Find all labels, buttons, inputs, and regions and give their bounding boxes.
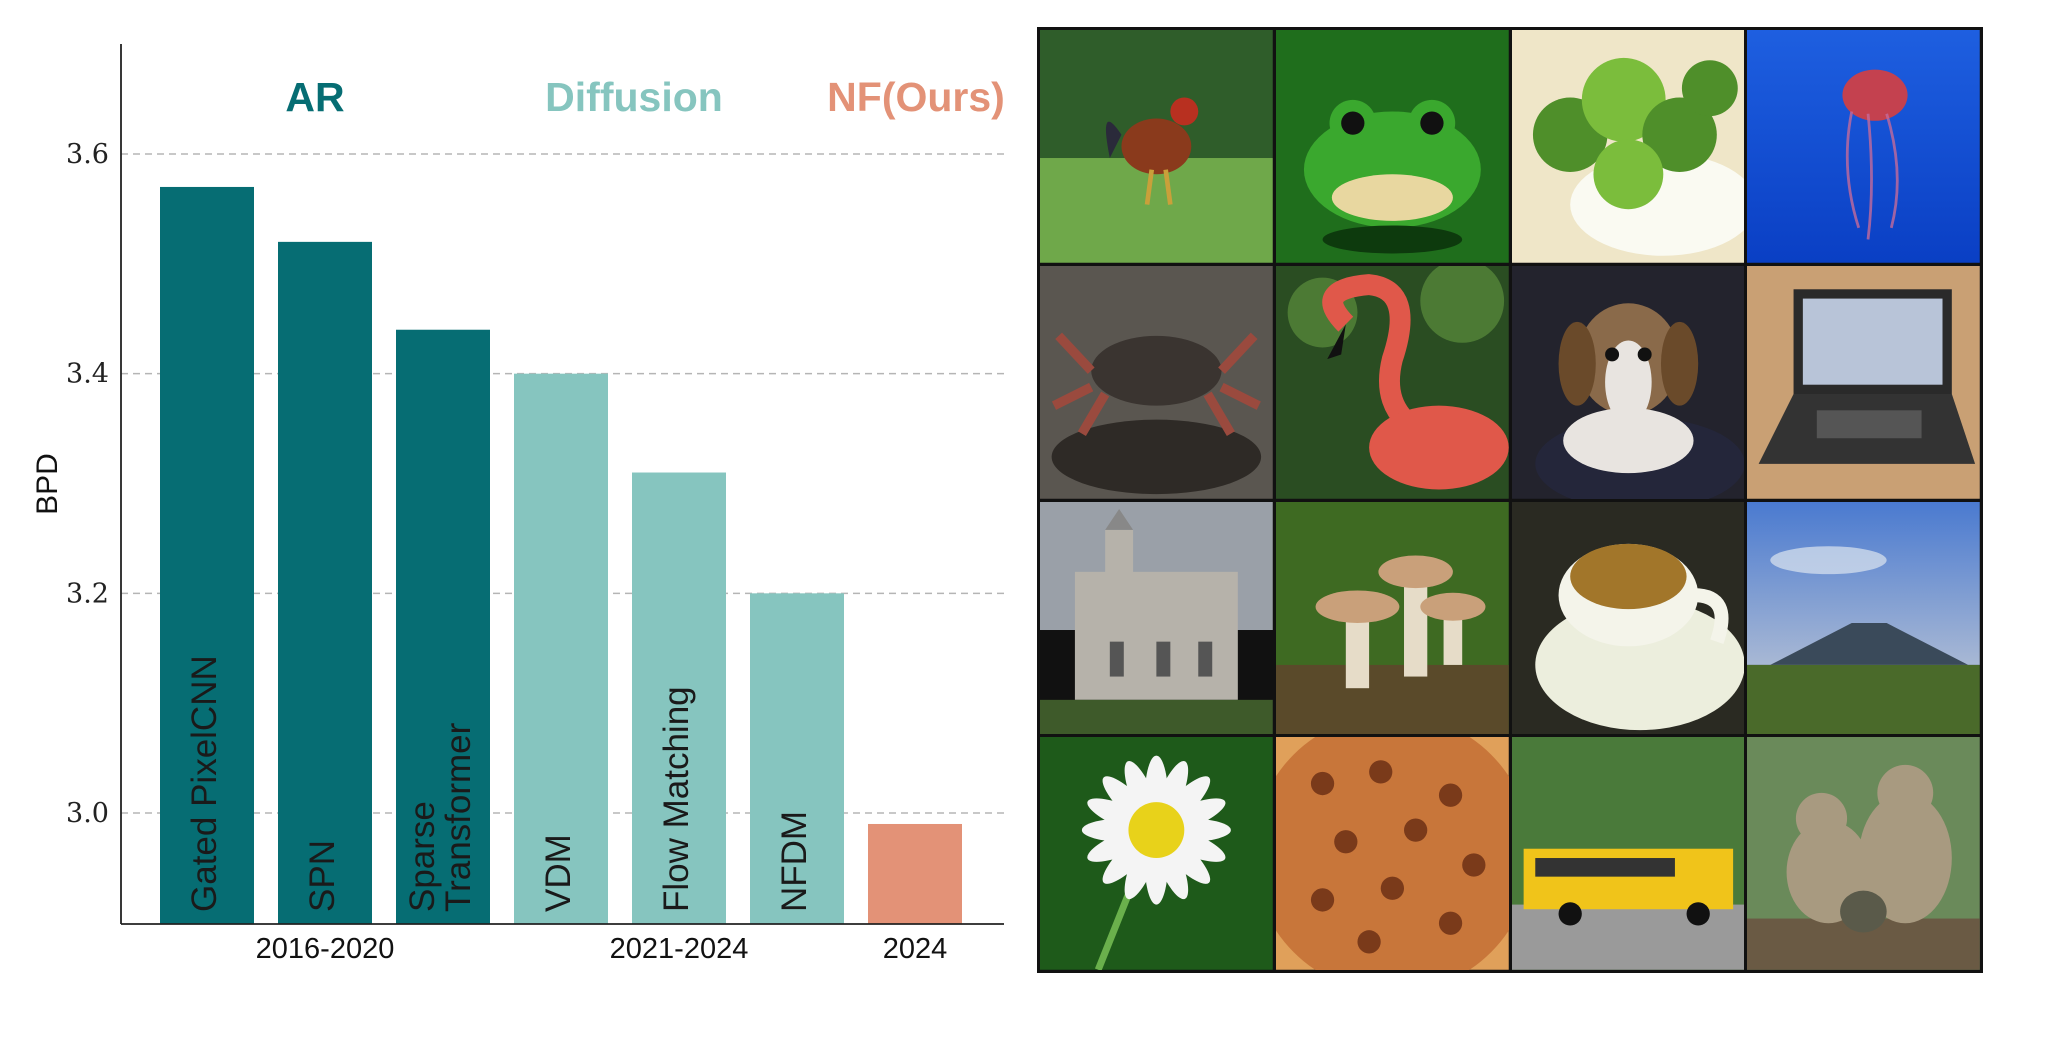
bar-label: Transformer (439, 722, 478, 912)
bar (514, 373, 608, 925)
bars (160, 186, 962, 925)
bar-label: SPN (303, 840, 342, 912)
sample-frog-image (1275, 30, 1509, 263)
bar (868, 823, 962, 924)
group-heading: NF(Ours) (827, 74, 1005, 120)
bar (160, 186, 254, 924)
group-heading: AR (285, 74, 344, 120)
bar-label: VDM (539, 834, 578, 912)
group-heading: Diffusion (545, 74, 723, 120)
bar-label: NFDM (775, 811, 814, 912)
grid-lines (121, 153, 1004, 814)
x-group-label: 2016-2020 (256, 933, 395, 965)
y-axis-title: BPD (31, 453, 64, 515)
sample-coffee-image (1511, 501, 1745, 735)
sample-cathedral-image (1040, 501, 1273, 735)
sample-pizza-image (1275, 737, 1509, 970)
y-tick-label: 3.0 (66, 798, 109, 829)
bar (278, 241, 372, 924)
sample-baboons-image (1747, 737, 1980, 970)
bar (396, 329, 490, 924)
x-group-label: 2024 (883, 933, 948, 965)
sample-rooster-image (1040, 30, 1273, 263)
sample-crab-image (1040, 265, 1273, 499)
sample-volcano-image (1747, 501, 1980, 735)
sample-mushrooms-image (1275, 501, 1509, 735)
sample-laptop-image (1747, 265, 1980, 499)
bar (632, 472, 726, 924)
x-group-label: 2021-2024 (610, 933, 749, 965)
sample-daisy-image (1040, 737, 1273, 970)
bar (750, 593, 844, 924)
bar-label: Sparse (403, 801, 442, 912)
y-tick-label: 3.4 (66, 359, 109, 390)
bpd-bar-chart: 3.0 3.2 3.4 3.6 BPD Gated PixelCNN SPN SparseTr… (31, 44, 1005, 965)
sample-school-bus-image (1511, 737, 1745, 970)
sample-image-grid (1037, 27, 1983, 973)
sample-beagle-image (1511, 265, 1745, 499)
labels: 3.0 3.2 3.4 3.6 BPD Gated PixelCNN SPN SparseTr… (31, 74, 1005, 965)
y-tick-label: 3.6 (66, 139, 109, 170)
sample-flamingo-image (1275, 265, 1509, 499)
sample-jellyfish-image (1747, 30, 1980, 263)
sample-broccoli-image (1511, 30, 1745, 263)
axes (120, 44, 1004, 925)
bar-label: Gated PixelCNN (185, 655, 224, 912)
bar-label: Flow Matching (657, 686, 696, 912)
y-tick-label: 3.2 (66, 578, 109, 609)
